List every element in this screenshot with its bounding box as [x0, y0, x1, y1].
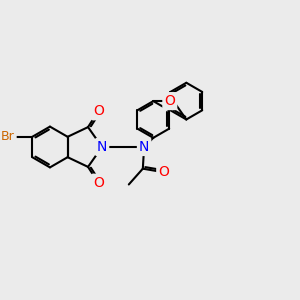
Text: O: O: [93, 104, 104, 118]
Text: O: O: [164, 94, 175, 108]
Text: O: O: [158, 165, 169, 179]
Text: O: O: [93, 176, 104, 190]
Text: N: N: [139, 140, 149, 154]
Text: Br: Br: [1, 130, 15, 143]
Text: N: N: [97, 140, 107, 154]
